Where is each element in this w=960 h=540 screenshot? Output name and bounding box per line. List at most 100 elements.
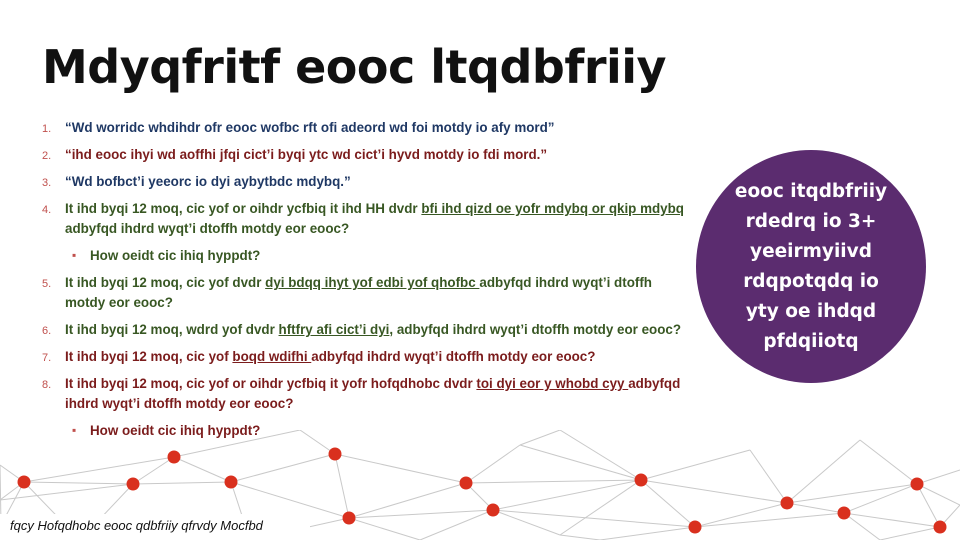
question-text: It ihd byqi 12 moq, cic yof or oihdr ycf…: [65, 376, 477, 391]
question-text: How oeidt cic ihiq hyppdt?: [90, 423, 261, 438]
network-line: [859, 439, 918, 485]
question-text: It ihd byqi 12 moq, cic yof or oihdr ycf…: [65, 201, 422, 216]
network-node: [933, 520, 947, 534]
question-item: 4. It ihd byqi 12 moq, cic yof or oihdr y…: [42, 199, 692, 239]
network-node: [459, 476, 473, 490]
question-number: 8.: [42, 379, 52, 391]
question-number: 6.: [42, 325, 52, 337]
question-text: It ihd byqi 12 moq, cic yof: [65, 349, 233, 364]
network-node: [224, 475, 238, 489]
network-line: [559, 430, 642, 481]
network-node: [688, 520, 702, 534]
source-caption: fqcy Hofqdhobc eooc qdbfriiy qfrvdy Mocf…: [10, 518, 263, 533]
network-line: [879, 526, 941, 540]
network-line: [786, 502, 845, 514]
question-number: 5.: [42, 278, 52, 290]
linked-phrase[interactable]: hftfry afi cict’i dyi: [278, 322, 390, 337]
linked-phrase[interactable]: toi dyi eor y whobd cyy: [476, 376, 629, 391]
caption-box: fqcy Hofqdhobc eooc qdbfriiy qfrvdy Mocf…: [0, 514, 310, 540]
question-text: adbyfqd ihdrd wyqt’i dtoffh motdy eor eo…: [65, 275, 652, 310]
question-text: “Wd worridc whdihdr ofr eooc wofbc rft o…: [65, 120, 555, 135]
network-line: [843, 512, 941, 528]
network-line: [0, 483, 134, 501]
network-line: [465, 479, 642, 484]
question-text: “ihd eooc ihyi wd aoffhi jfqi cict’i byq…: [65, 147, 548, 162]
network-line: [640, 449, 751, 481]
question-text: adbyfqd ihdrd wyqt’i dtoffh motdy eor eo…: [65, 221, 350, 236]
linked-phrase[interactable]: boqd wdifhi: [232, 349, 312, 364]
question-number: 7.: [42, 352, 52, 364]
network-node: [126, 477, 140, 491]
network-line: [559, 534, 601, 540]
network-line: [132, 481, 232, 485]
network-line: [173, 456, 232, 483]
network-line: [843, 512, 881, 540]
network-node: [780, 496, 794, 510]
network-line: [599, 526, 696, 540]
network-line: [640, 479, 696, 528]
network-line: [916, 483, 960, 506]
network-line: [348, 517, 421, 540]
question-text: “Wd bofbct’i yeeorc io dyi aybytbdc mdyb…: [65, 174, 351, 189]
network-line: [334, 453, 467, 484]
network-line: [465, 444, 521, 484]
question-item: 7. It ihd byqi 12 moq, cic yof boqd wdifh…: [42, 347, 692, 367]
network-line: [749, 449, 788, 504]
network-node: [837, 506, 851, 520]
network-line: [492, 509, 561, 536]
question-item: 3. “Wd bofbct’i yeeorc io dyi aybytbdc md…: [42, 172, 692, 192]
slide-title: Mdyqfritf eooc ltqdbfriiy: [42, 40, 667, 94]
network-line: [334, 453, 350, 519]
question-list: 1. “Wd worridc whdihdr ofr eooc wofbc rft…: [42, 118, 692, 448]
network-line: [916, 483, 941, 528]
square-bullet-icon: ▪: [72, 248, 77, 262]
question-item: 2. “ihd eooc ihyi wd aoffhi jfqi cict’i b…: [42, 145, 692, 165]
question-number: 2.: [42, 150, 52, 162]
network-line: [132, 456, 175, 485]
network-line: [786, 483, 918, 504]
question-number: 4.: [42, 204, 52, 216]
network-line: [230, 453, 336, 483]
network-line: [843, 483, 918, 514]
question-text: , adbyfqd ihdrd wyqt’i dtoffh motdy eor …: [389, 322, 682, 337]
network-line: [348, 509, 494, 519]
network-line: [492, 479, 642, 511]
network-node: [634, 473, 648, 487]
network-line: [694, 502, 788, 528]
network-line: [230, 481, 350, 519]
question-text: adbyfqd ihdrd wyqt’i dtoffh motdy eor eo…: [311, 349, 596, 364]
network-line: [640, 479, 788, 504]
network-line: [916, 469, 960, 485]
linked-phrase[interactable]: dyi bdqq ihyt yof edbi yof qhofbc: [265, 275, 480, 290]
question-text: How oeidt cic ihiq hyppdt?: [90, 248, 261, 263]
network-line: [492, 509, 696, 528]
square-bullet-icon: ▪: [72, 423, 77, 437]
network-line: [23, 481, 134, 485]
question-number: 1.: [42, 123, 52, 135]
linked-phrase[interactable]: bfi ihd qizd oe yofr mdybq or qkip mdybq: [421, 201, 684, 216]
network-node: [342, 511, 356, 525]
network-line: [419, 509, 494, 540]
question-item: 5. It ihd byqi 12 moq, cic yof dvdr dyi b…: [42, 273, 692, 313]
network-line: [519, 430, 561, 446]
network-line: [786, 439, 861, 504]
network-line: [559, 479, 642, 536]
network-node: [486, 503, 500, 517]
sub-question-item: ▪ How oeidt cic ihiq hyppdt?: [42, 246, 692, 266]
callout-circle: eooc itqdbfriiy rdedrq io 3+ yeeirmyiivd…: [696, 150, 926, 383]
network-line: [694, 512, 845, 528]
question-text: It ihd byqi 12 moq, cic yof dvdr: [65, 275, 266, 290]
question-number: 3.: [42, 177, 52, 189]
sub-question-item: ▪ How oeidt cic ihiq hyppdt?: [42, 421, 692, 441]
network-line: [23, 456, 175, 483]
question-text: It ihd byqi 12 moq, wdrd yof dvdr: [65, 322, 279, 337]
question-text: adbyfqd ihdrd wyqt’i dtoffh motdy eor eo…: [65, 376, 681, 411]
network-node: [17, 475, 31, 489]
network-line: [173, 430, 301, 458]
question-item: 6. It ihd byqi 12 moq, wdrd yof dvdr hftf…: [42, 320, 692, 340]
network-line: [519, 444, 642, 481]
question-item: 1. “Wd worridc whdihdr ofr eooc wofbc rft…: [42, 118, 692, 138]
network-node: [910, 477, 924, 491]
network-line: [348, 482, 467, 519]
question-item: 8. It ihd byqi 12 moq, cic yof or oihdr y…: [42, 374, 692, 414]
